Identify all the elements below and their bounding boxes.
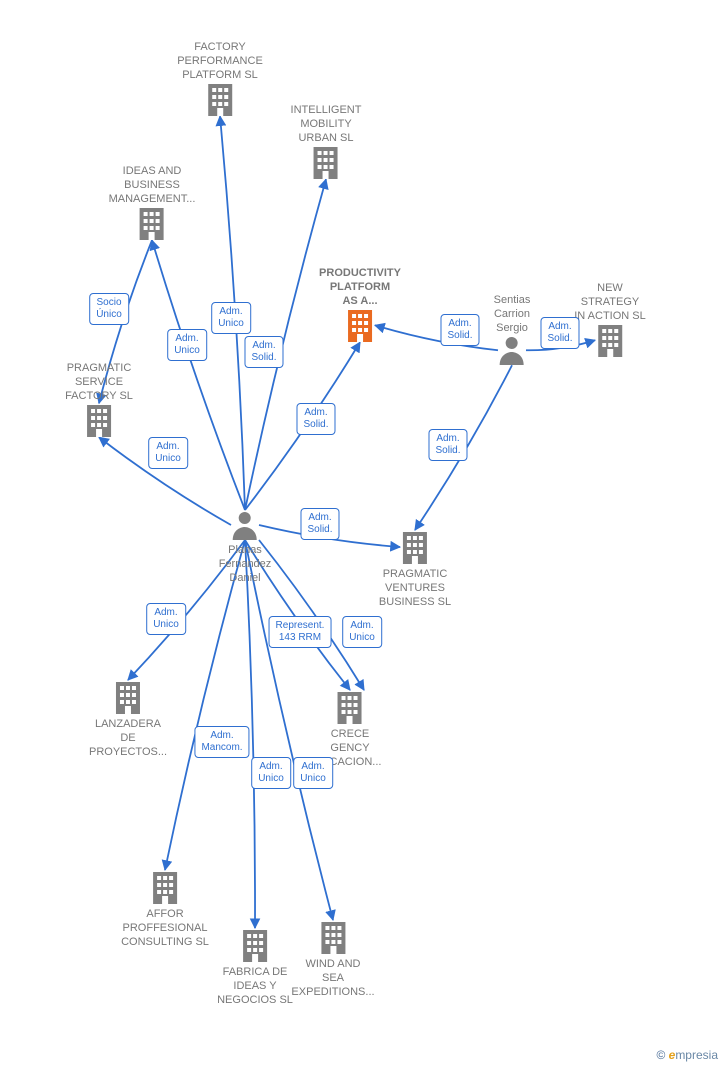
brand-rest: mpresia — [675, 1048, 718, 1062]
edge-planas-to-ideas_mgmt — [152, 240, 245, 510]
watermark: © empresia — [656, 1048, 718, 1062]
edge-label-sentias-to-pragmatic_vent: Adm. Solid. — [428, 429, 467, 461]
building-icon — [89, 680, 167, 714]
building-icon — [65, 403, 133, 437]
building-icon — [319, 308, 401, 342]
node-pragmatic_svc[interactable]: PRAGMATIC SERVICE FACTORY SL — [65, 358, 133, 437]
building-icon — [291, 145, 362, 179]
edge-label-planas-to-fabrica: Adm. Unico — [251, 757, 291, 789]
node-affor[interactable]: AFFOR PROFFESIONAL CONSULTING SL — [121, 870, 209, 949]
node-lanzadera[interactable]: LANZADERA DE PROYECTOS... — [89, 680, 167, 759]
node-label: Sentias Carrion Sergio — [494, 294, 531, 335]
edge-label-sentias-to-productivity: Adm. Solid. — [440, 314, 479, 346]
node-label: AFFOR PROFFESIONAL CONSULTING SL — [121, 908, 209, 949]
edge-label-planas-to-ideas_mgmt: Adm. Unico — [167, 329, 207, 361]
person-icon — [219, 510, 272, 540]
edge-planas-to-affor — [165, 540, 245, 870]
node-label: WIND AND SEA EXPEDITIONS... — [291, 958, 374, 999]
node-intel_mobility[interactable]: INTELLIGENT MOBILITY URBAN SL — [291, 100, 362, 179]
edge-label-planas-to-crece: Represent. 143 RRM — [269, 616, 332, 648]
building-icon — [379, 530, 451, 564]
edge-label-planas-to-factory_perf: Adm. Unico — [211, 302, 251, 334]
building-icon — [217, 928, 293, 962]
node-new_strategy[interactable]: NEW STRATEGY IN ACTION SL — [574, 278, 646, 357]
edge-label-planas-to-lanzadera: Adm. Unico — [146, 603, 186, 635]
diagram-canvas: FACTORY PERFORMANCE PLATFORM SL INTELLIG… — [0, 0, 728, 1070]
node-pragmatic_vent[interactable]: PRAGMATIC VENTURES BUSINESS SL — [379, 530, 451, 609]
edge-label-planas-to-pragmatic_vent: Adm. Solid. — [300, 508, 339, 540]
edge-label-planas-to-affor: Adm. Mancom. — [194, 726, 249, 758]
node-wind_sea[interactable]: WIND AND SEA EXPEDITIONS... — [291, 920, 374, 999]
person-icon — [494, 335, 531, 365]
building-icon — [319, 690, 382, 724]
edge-label-planas-to-wind_sea: Adm. Unico — [293, 757, 333, 789]
edge-label-planas-to-crece: Adm. Unico — [342, 616, 382, 648]
node-label: IDEAS AND BUSINESS MANAGEMENT... — [109, 165, 196, 206]
node-label: PRODUCTIVITY PLATFORM AS A... — [319, 267, 401, 308]
node-label: LANZADERA DE PROYECTOS... — [89, 718, 167, 759]
node-label: Planas Fernandez Daniel — [219, 544, 272, 585]
edge-label-planas-to-intel_mobility: Adm. Solid. — [244, 336, 283, 368]
node-ideas_mgmt[interactable]: IDEAS AND BUSINESS MANAGEMENT... — [109, 161, 196, 240]
edge-planas-to-crece — [259, 540, 364, 690]
node-fabrica[interactable]: FABRICA DE IDEAS Y NEGOCIOS SL — [217, 928, 293, 1007]
edge-label-ideas_mgmt-to-pragmatic_svc: Socio Único — [89, 293, 129, 325]
node-label: PRAGMATIC VENTURES BUSINESS SL — [379, 568, 451, 609]
node-sentias[interactable]: Sentias Carrion Sergio — [494, 290, 531, 365]
building-icon — [177, 82, 263, 116]
building-icon — [574, 323, 646, 357]
building-icon — [291, 920, 374, 954]
copyright-symbol: © — [656, 1048, 665, 1062]
edge-label-planas-to-productivity: Adm. Solid. — [296, 403, 335, 435]
node-planas[interactable]: Planas Fernandez Daniel — [219, 510, 272, 585]
building-icon — [109, 206, 196, 240]
node-label: INTELLIGENT MOBILITY URBAN SL — [291, 104, 362, 145]
node-productivity[interactable]: PRODUCTIVITY PLATFORM AS A... — [319, 263, 401, 342]
node-label: FACTORY PERFORMANCE PLATFORM SL — [177, 41, 263, 82]
edge-label-planas-to-pragmatic_svc: Adm. Unico — [148, 437, 188, 469]
building-icon — [121, 870, 209, 904]
node-label: PRAGMATIC SERVICE FACTORY SL — [65, 362, 133, 403]
node-label: NEW STRATEGY IN ACTION SL — [574, 282, 646, 323]
edge-label-sentias-to-new_strategy: Adm. Solid. — [540, 317, 579, 349]
node-factory_perf[interactable]: FACTORY PERFORMANCE PLATFORM SL — [177, 37, 263, 116]
node-label: FABRICA DE IDEAS Y NEGOCIOS SL — [217, 966, 293, 1007]
